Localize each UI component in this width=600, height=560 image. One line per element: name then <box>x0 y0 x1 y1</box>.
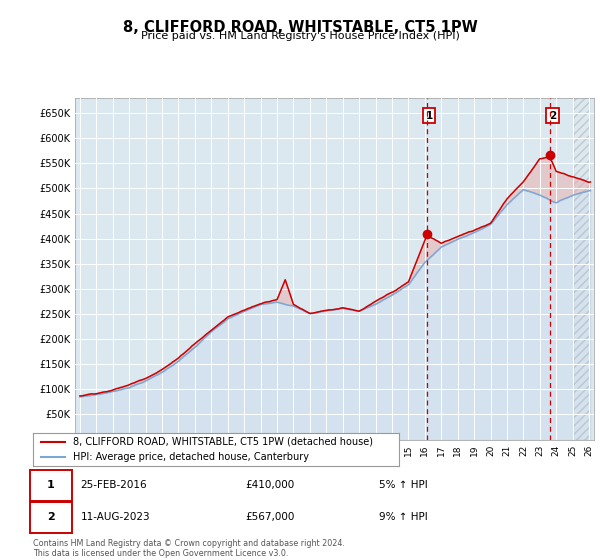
Text: £567,000: £567,000 <box>245 512 295 522</box>
Text: 2: 2 <box>549 110 556 120</box>
Text: £410,000: £410,000 <box>245 480 294 490</box>
FancyBboxPatch shape <box>29 470 72 501</box>
Text: Contains HM Land Registry data © Crown copyright and database right 2024.
This d: Contains HM Land Registry data © Crown c… <box>33 539 345 558</box>
Text: 8, CLIFFORD ROAD, WHITSTABLE, CT5 1PW (detached house): 8, CLIFFORD ROAD, WHITSTABLE, CT5 1PW (d… <box>73 437 373 447</box>
Text: 1: 1 <box>47 480 55 490</box>
Text: 11-AUG-2023: 11-AUG-2023 <box>80 512 150 522</box>
Text: 5% ↑ HPI: 5% ↑ HPI <box>379 480 428 490</box>
Text: HPI: Average price, detached house, Canterbury: HPI: Average price, detached house, Cant… <box>73 452 309 463</box>
Text: 2: 2 <box>47 512 55 522</box>
Text: 1: 1 <box>425 110 433 120</box>
Text: 9% ↑ HPI: 9% ↑ HPI <box>379 512 428 522</box>
Text: 8, CLIFFORD ROAD, WHITSTABLE, CT5 1PW: 8, CLIFFORD ROAD, WHITSTABLE, CT5 1PW <box>122 20 478 35</box>
Text: 25-FEB-2016: 25-FEB-2016 <box>80 480 147 490</box>
Text: Price paid vs. HM Land Registry's House Price Index (HPI): Price paid vs. HM Land Registry's House … <box>140 31 460 41</box>
FancyBboxPatch shape <box>29 502 72 533</box>
